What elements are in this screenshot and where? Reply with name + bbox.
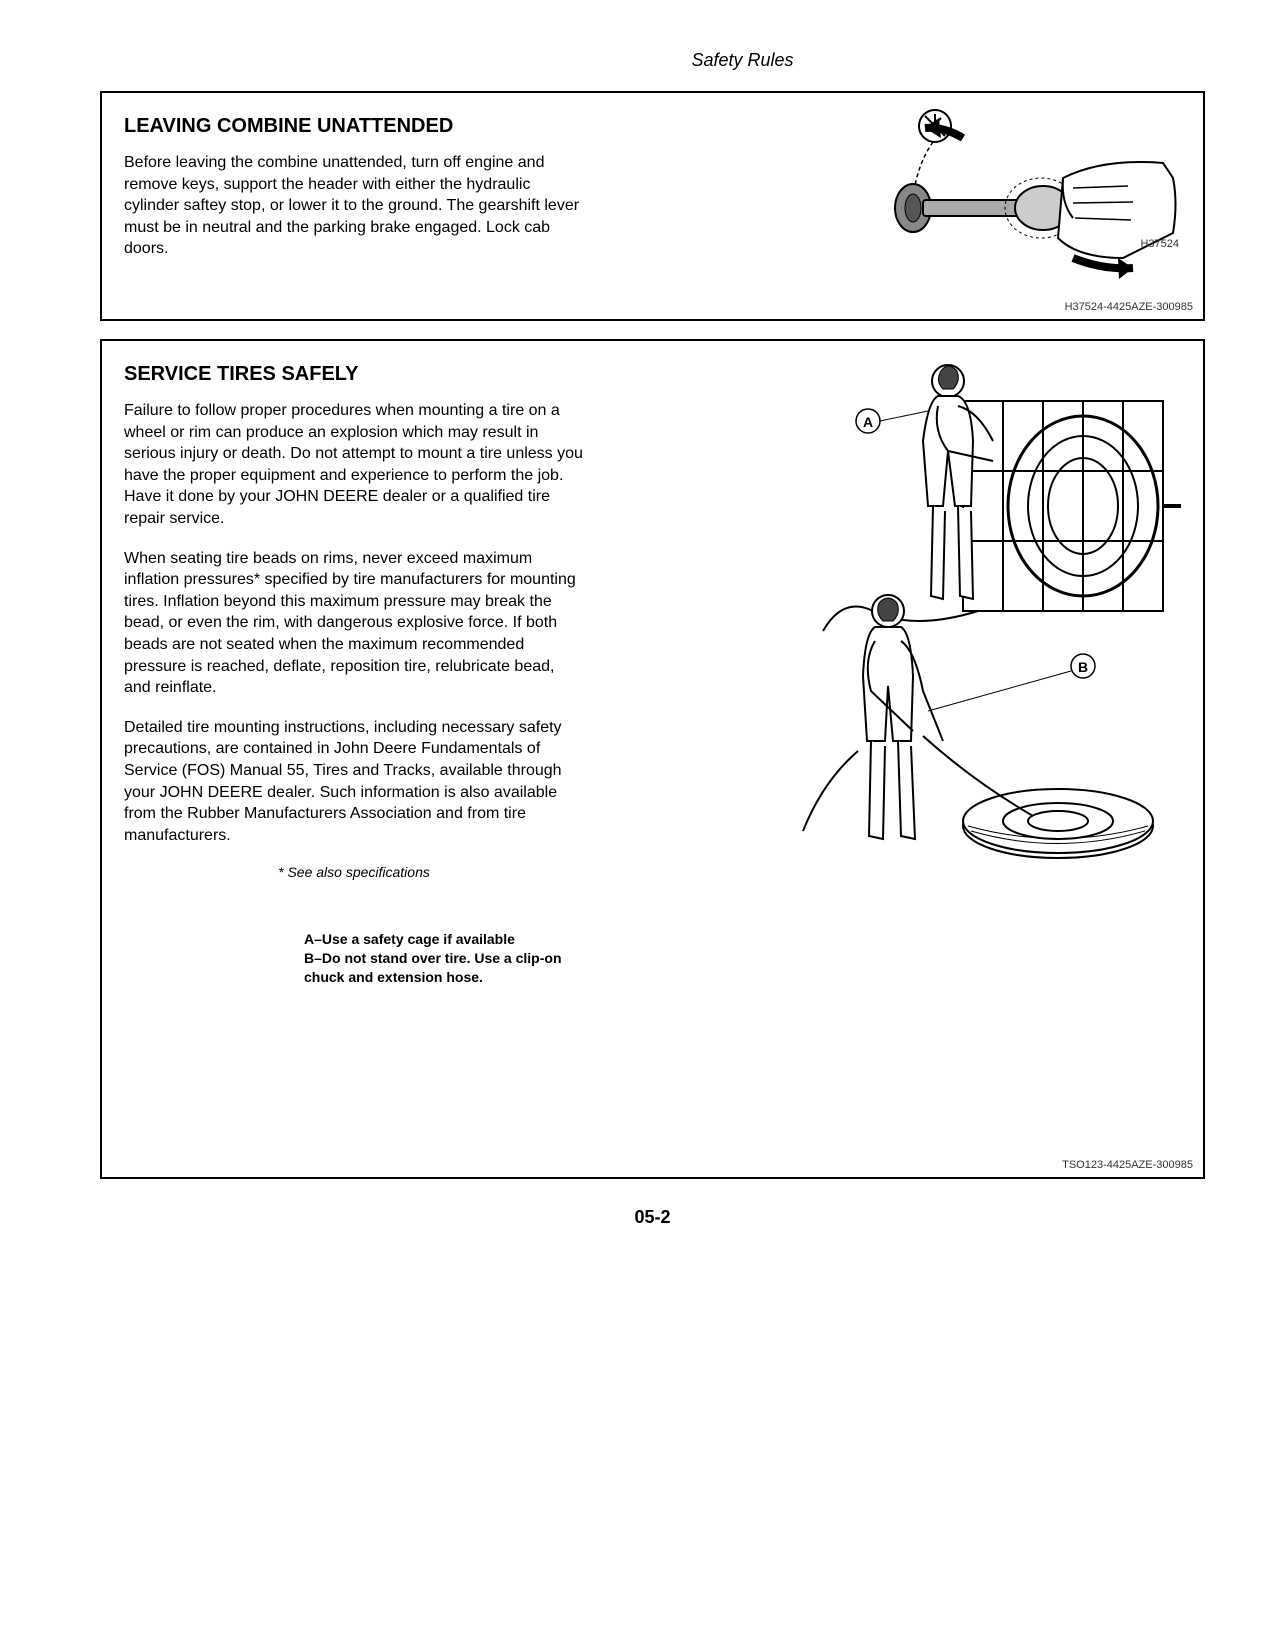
label-a-icon: A [863,414,873,430]
label-b-icon: B [1078,659,1088,675]
section-service-tires: SERVICE TIRES SAFELY Failure to follow p… [100,339,1205,1179]
caption-b: B–Do not stand over tire. Use a clip-on … [304,949,604,987]
page-number: 05-2 [100,1207,1205,1228]
section1-illustration: H37524 [863,108,1183,288]
section2-body1: Failure to follow proper procedures when… [124,400,584,530]
section1-ref-code: H37524-4425AZE-300985 [1065,301,1193,313]
key-removal-icon [863,108,1183,288]
section2-footnote: * See also specifications [124,864,584,880]
page-header-title: Safety Rules [280,50,1205,71]
section2-captions: A–Use a safety cage if available B–Do no… [304,930,604,987]
page-container: Safety Rules LEAVING COMBINE UNATTENDED … [0,0,1275,1268]
section2-body3: Detailed tire mounting instructions, inc… [124,717,584,847]
caption-a: A–Use a safety cage if available [304,930,604,949]
section1-illus-code: H37524 [1140,238,1179,250]
section2-body2: When seating tire beads on rims, never e… [124,548,584,699]
section1-body: Before leaving the combine unattended, t… [124,152,584,260]
section-leaving-combine: LEAVING COMBINE UNATTENDED Before leavin… [100,91,1205,321]
section2-ref-code: TSO123-4425AZE-300985 [1062,1159,1193,1171]
section2-illustration: A [793,351,1183,871]
tire-safety-icon: A [793,351,1183,871]
